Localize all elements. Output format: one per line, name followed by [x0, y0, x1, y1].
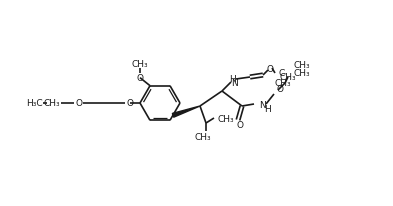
Text: CH₃: CH₃: [44, 99, 60, 108]
Text: H₃C: H₃C: [26, 99, 42, 108]
Text: CH₃: CH₃: [132, 60, 148, 69]
Text: CH₃: CH₃: [275, 79, 291, 88]
Text: CH₃: CH₃: [218, 115, 235, 124]
Text: O: O: [237, 121, 244, 130]
Text: C: C: [279, 69, 285, 78]
Text: O: O: [127, 99, 134, 108]
Text: O: O: [75, 99, 83, 108]
Text: N: N: [259, 100, 266, 109]
Polygon shape: [173, 107, 200, 118]
Text: N: N: [231, 79, 237, 88]
Text: O: O: [266, 65, 274, 74]
Text: O: O: [277, 84, 283, 93]
Text: CH₃: CH₃: [280, 72, 296, 81]
Text: CH₃: CH₃: [294, 69, 310, 78]
Text: H: H: [229, 74, 235, 83]
Text: CH₃: CH₃: [294, 61, 310, 70]
Text: H: H: [264, 105, 271, 114]
Text: CH₃: CH₃: [195, 132, 211, 141]
Text: O: O: [136, 74, 143, 83]
